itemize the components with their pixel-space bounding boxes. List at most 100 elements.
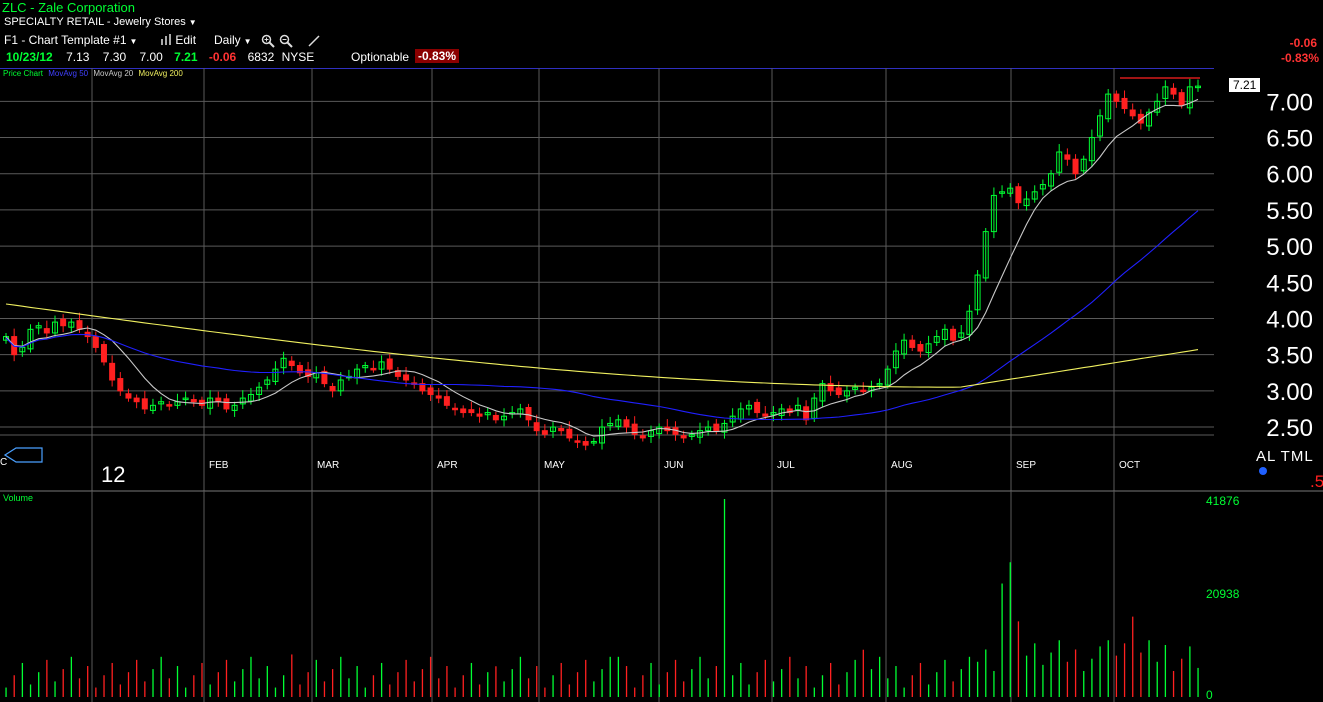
candle-body: [631, 423, 638, 435]
candle-body: [925, 343, 932, 353]
candle-body: [435, 395, 442, 399]
header-pct-change: -0.83%: [1280, 51, 1319, 65]
candle-body: [843, 390, 850, 397]
volume-chart[interactable]: [0, 491, 1323, 702]
volume-bar: [976, 661, 979, 697]
month-label: JUN: [664, 460, 683, 471]
candle-body: [974, 274, 981, 311]
volume-bar: [1074, 649, 1077, 697]
volume-bar: [282, 675, 285, 697]
volume-bar: [217, 672, 219, 697]
zoom-out-icon[interactable]: [279, 34, 293, 53]
candle-body: [950, 328, 957, 341]
candle-body: [966, 310, 973, 335]
right-panel-digit: .5: [1310, 472, 1323, 491]
candle-body: [1195, 85, 1201, 89]
volume-bar: [944, 659, 946, 697]
candle-body: [419, 383, 426, 392]
volume-bar: [340, 656, 342, 697]
volume-tick-max: 41876: [1206, 494, 1240, 508]
volume-bar: [372, 675, 375, 697]
y-tick-label: 3.50: [1266, 343, 1313, 370]
volume-bar: [95, 687, 97, 697]
sector-label[interactable]: SPECIALTY RETAIL - Jewelry Stores ▼: [4, 16, 197, 28]
volume-bar: [1148, 640, 1150, 697]
candle-body: [296, 365, 303, 374]
volume-bar: [903, 687, 905, 697]
candle-body: [1039, 184, 1046, 190]
scroll-handle-icon[interactable]: [3, 447, 44, 468]
zoom-in-icon[interactable]: [261, 34, 275, 53]
volume-bar: [544, 687, 546, 697]
y-tick-label: 4.00: [1266, 306, 1313, 333]
candle-body: [166, 404, 173, 407]
period-dropdown[interactable]: Daily ▼: [214, 33, 252, 47]
candle-body: [958, 332, 965, 338]
candle-body: [990, 194, 997, 233]
volume-bar: [315, 659, 317, 697]
y-tick-label: 7.00: [1266, 89, 1313, 116]
candle-body: [794, 404, 801, 411]
candle-body: [533, 422, 540, 432]
candle-body: [182, 397, 189, 401]
candle-body: [443, 396, 450, 406]
last-price-tag: 7.21: [1229, 78, 1261, 92]
volume-bar: [46, 659, 48, 697]
volume-bar: [601, 669, 603, 697]
chevron-down-icon: ▼: [188, 18, 197, 27]
candle-body: [1056, 151, 1063, 173]
candle-body: [207, 397, 214, 409]
volume-bar: [78, 678, 81, 697]
quote-bar: 10/23/12 7.13 7.30 7.00 7.21 -0.06 6832 …: [6, 50, 314, 64]
volume-bar: [29, 684, 32, 697]
candle-body: [264, 379, 271, 385]
candle-body: [231, 404, 238, 411]
volume-bar: [323, 681, 326, 697]
volume-bar: [503, 681, 505, 697]
volume-bar: [13, 675, 15, 697]
volume-bar: [650, 662, 652, 697]
volume-bar: [234, 681, 236, 697]
year-label: 12: [101, 462, 126, 487]
edit-button[interactable]: Edit: [160, 33, 196, 48]
legend-price-chart: Price Chart: [3, 69, 44, 78]
volume-bar: [1156, 661, 1158, 697]
volume-bar: [266, 666, 268, 697]
volume-bar: [683, 681, 685, 697]
volume-bar: [936, 672, 938, 697]
candle-body: [1121, 97, 1128, 110]
candle-body: [541, 430, 548, 435]
price-chart[interactable]: 7.00 6.50 6.00 5.50 5.00 4.50 4.00 3.50 3.00 2.50…: [0, 68, 1323, 492]
volume-bar: [397, 672, 399, 697]
volume-bar: [136, 659, 138, 697]
candle-body: [1072, 158, 1079, 175]
candle-body: [639, 435, 646, 439]
volume-bar: [1172, 670, 1175, 697]
quote-close: 7.21: [174, 50, 198, 64]
candle-body: [876, 383, 883, 386]
candle-body: [909, 339, 916, 348]
candle-body: [280, 357, 287, 369]
volume-bar: [821, 675, 824, 697]
candle-body: [476, 413, 483, 417]
volume-bar: [331, 669, 334, 697]
quote-open: 7.13: [66, 50, 90, 64]
volume-bar: [691, 669, 693, 697]
candle-body: [158, 401, 165, 405]
volume-tick-zero: 0: [1206, 688, 1213, 702]
candle-body: [272, 368, 279, 382]
candle-body: [460, 408, 467, 414]
y-tick-label: 3.00: [1266, 379, 1313, 406]
chart-template-dropdown[interactable]: F1 - Chart Template #1 ▼: [4, 33, 137, 47]
y-tick-label: 4.50: [1266, 270, 1313, 297]
volume-bar: [772, 681, 775, 697]
candle-body: [590, 441, 597, 444]
candle-body: [623, 419, 630, 428]
draw-line-icon[interactable]: [307, 34, 321, 53]
candle-body: [239, 397, 246, 405]
candle-body: [1146, 111, 1153, 127]
volume-bar: [658, 684, 660, 697]
candle-body: [860, 389, 867, 393]
volume-bar: [805, 666, 807, 697]
candle-body: [1031, 191, 1038, 200]
